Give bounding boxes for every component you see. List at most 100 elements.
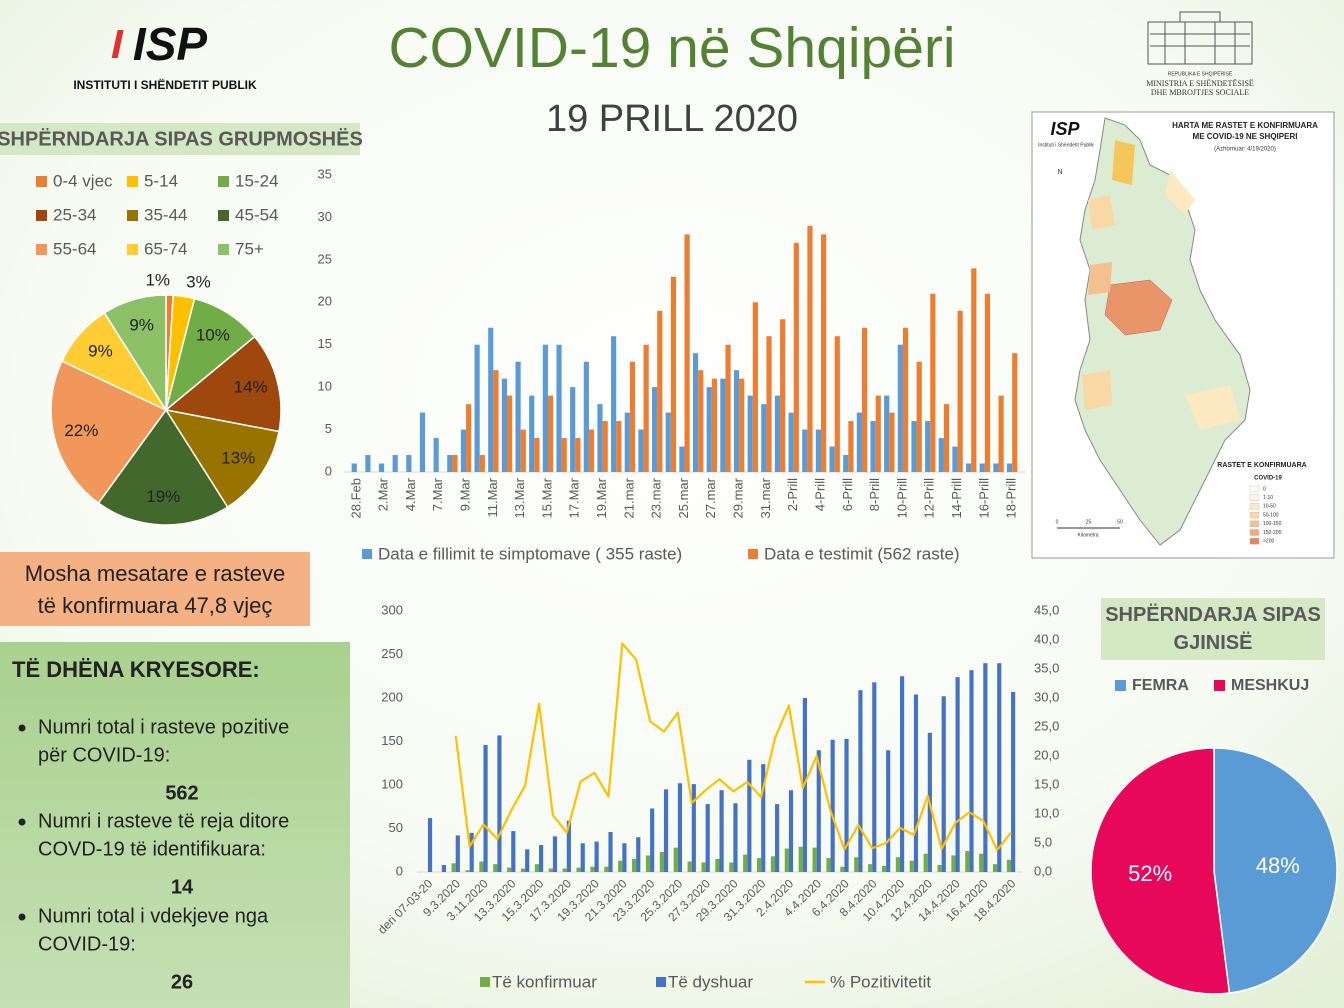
bar <box>705 804 710 872</box>
bar <box>943 404 950 472</box>
legend-swatch <box>480 977 490 987</box>
bar <box>911 421 917 472</box>
bar <box>752 302 758 472</box>
bar <box>812 847 817 872</box>
bar <box>884 395 890 472</box>
map-legend-label: >200 <box>1263 539 1274 545</box>
bar <box>534 864 540 872</box>
map-title: HARTA ME RASTET E KONFIRMUARA <box>1172 121 1318 130</box>
pie-slice <box>103 294 167 413</box>
bar <box>875 395 881 472</box>
bar <box>474 344 480 472</box>
bar <box>993 864 998 872</box>
bar <box>652 387 658 472</box>
bar <box>761 404 767 472</box>
bar <box>1011 691 1016 872</box>
legend-swatch <box>36 176 47 187</box>
legend-swatch <box>36 210 47 221</box>
y-tick-label: 50 <box>389 820 403 835</box>
bar <box>501 378 508 472</box>
bar <box>969 670 974 872</box>
bar <box>608 831 613 872</box>
bar <box>580 843 585 872</box>
fact-label: për COVID-19: <box>38 744 170 766</box>
legend-label: FEMRA <box>1132 677 1189 694</box>
bar <box>715 858 720 872</box>
bar <box>941 696 946 872</box>
bar <box>826 858 831 872</box>
bar <box>465 870 470 872</box>
map-legend-swatch <box>1249 503 1260 510</box>
bar <box>493 864 498 872</box>
x-tick-label: 6-Prill <box>840 478 855 511</box>
y2-tick-label: 15,0 <box>1034 776 1059 791</box>
bar <box>636 837 641 872</box>
map-district <box>1112 140 1135 185</box>
legend-label: 65-74 <box>144 239 187 258</box>
bar <box>858 690 863 872</box>
bar <box>466 404 472 472</box>
building-top <box>1179 11 1221 23</box>
bar <box>780 319 786 472</box>
bar <box>802 429 808 472</box>
bar <box>951 855 956 872</box>
y2-tick-label: 35,0 <box>1034 660 1059 675</box>
bar <box>937 865 942 872</box>
bar <box>632 858 637 872</box>
bar <box>719 790 724 872</box>
bar <box>955 677 960 872</box>
x-tick-label: 7.Mar <box>430 477 445 511</box>
map-legend-swatch <box>1249 520 1260 527</box>
x-tick-label: 27.mar <box>703 477 718 518</box>
bar <box>916 361 922 472</box>
pie-value-label: 10% <box>196 326 230 345</box>
fact-label: COVID-19: <box>38 933 136 955</box>
bar <box>747 395 753 472</box>
legend-label: Të konfirmuar <box>492 972 597 991</box>
y2-tick-label: 0,0 <box>1034 863 1052 878</box>
bar <box>711 378 717 472</box>
legend-label: 75+ <box>235 239 264 258</box>
line <box>454 642 1012 852</box>
bar <box>840 866 845 872</box>
pie-value-label: 1% <box>145 271 170 290</box>
bar <box>993 463 999 472</box>
bar <box>979 463 985 472</box>
bar <box>979 853 984 872</box>
y-tick-label: 0 <box>325 463 332 478</box>
legend-swatch <box>218 210 229 221</box>
bar <box>576 867 581 872</box>
legend-label: % Pozitivitetit <box>830 972 931 991</box>
bar <box>788 412 794 472</box>
y2-tick-label: 45,0 <box>1034 602 1059 617</box>
map-legend: 0 1-10 10-50 50-100 100-150 150-200 >200 0 25 50 K… <box>1056 485 1282 545</box>
bar <box>816 750 821 872</box>
legend-swatch <box>218 244 229 255</box>
bar <box>441 865 446 872</box>
bar <box>868 864 873 872</box>
fact-value: 26 <box>171 971 193 993</box>
bar <box>775 804 780 872</box>
bar <box>643 344 649 472</box>
legend-label: 0-4 vjec <box>53 171 113 190</box>
map-scale-unit: Kilometra <box>1077 532 1098 538</box>
bar <box>561 438 567 472</box>
key-facts-box <box>0 642 350 1008</box>
legend-label: 55-64 <box>53 239 96 258</box>
map-legend-swatch <box>1249 494 1260 501</box>
bar <box>701 862 706 872</box>
bar <box>622 843 627 872</box>
legend-label: MESHKUJ <box>1231 677 1309 694</box>
bar <box>1006 463 1013 472</box>
y-tick-label: 30 <box>318 209 332 224</box>
map-logo: ISP <box>1050 119 1080 139</box>
map-legend-label: 0 <box>1263 486 1266 492</box>
legend-swatch <box>127 244 138 255</box>
x-tick-label: 31.mar <box>758 477 773 518</box>
x-tick-label: 10-Prill <box>894 478 909 519</box>
bar <box>687 861 692 872</box>
bar <box>562 868 567 872</box>
bar <box>590 866 595 872</box>
bar <box>616 421 622 472</box>
